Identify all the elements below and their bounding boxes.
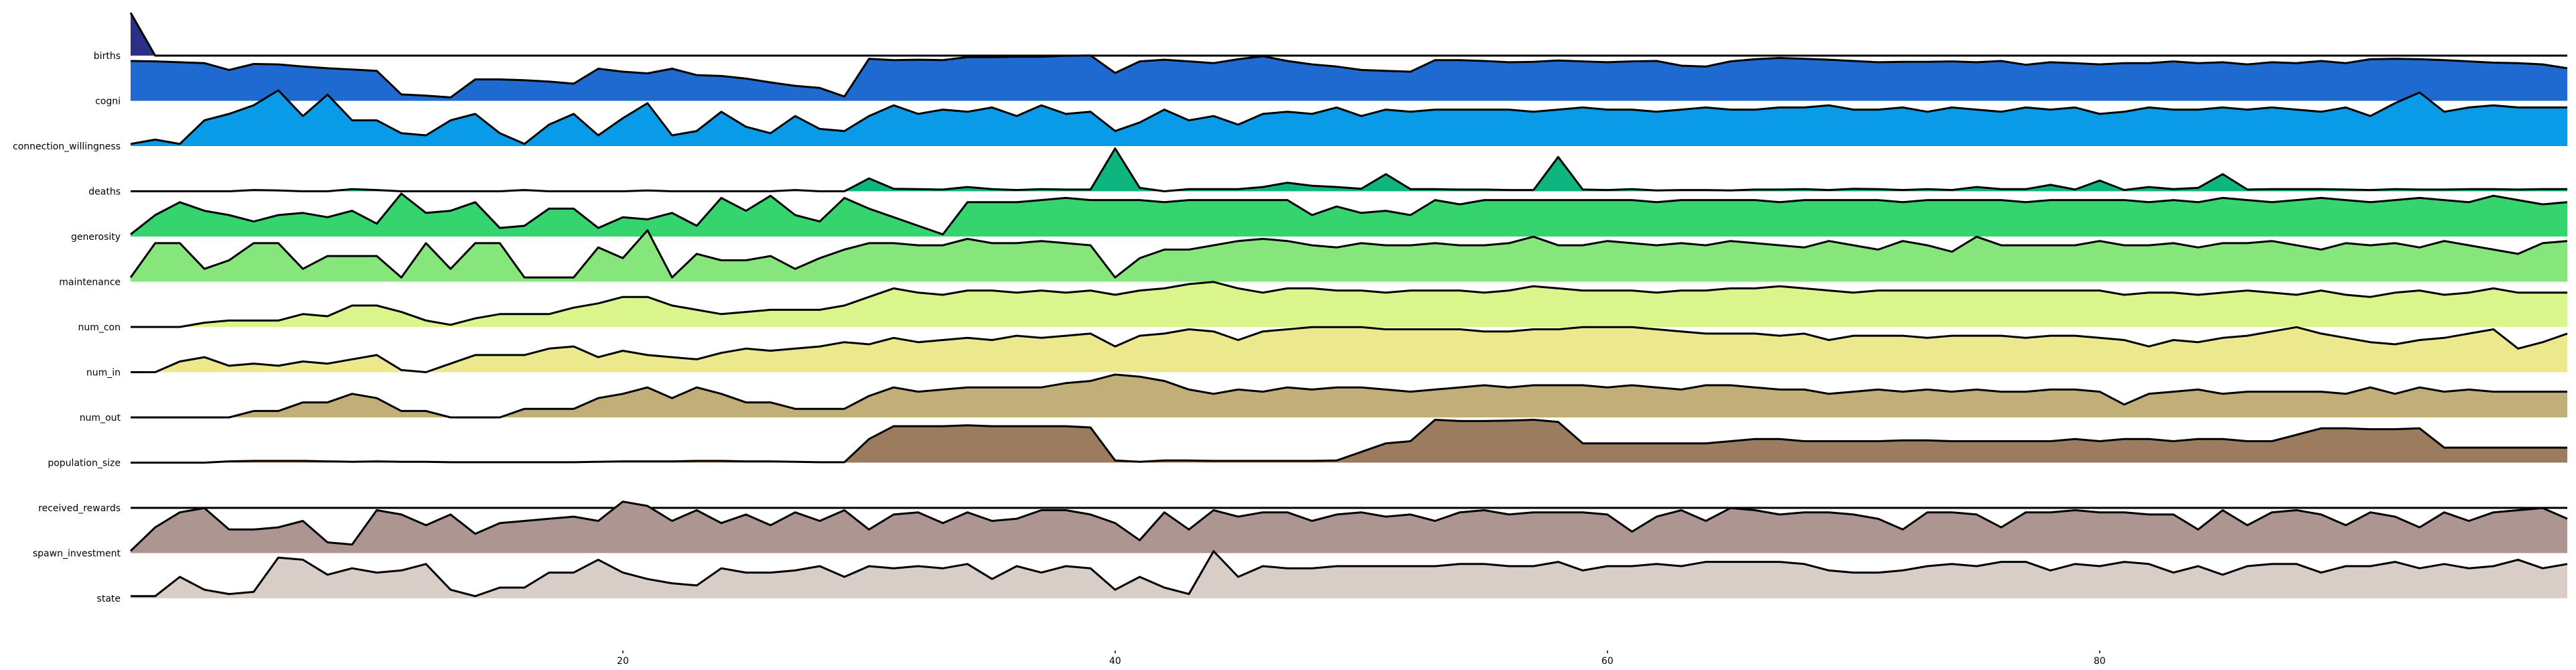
row-label-maintenance: maintenance <box>59 277 121 288</box>
ridge-line-num_out <box>131 373 2567 419</box>
ridge-area-maintenance <box>131 230 2567 282</box>
ridge-cogni: cogni <box>95 54 2568 107</box>
row-label-state: state <box>97 594 121 604</box>
ridge-area-cogni <box>131 55 2567 101</box>
x-tick-label-80: 80 <box>2094 656 2106 667</box>
ridge-generosity: generosity <box>71 192 2568 243</box>
ridge-line-connection_willingness <box>130 89 2567 145</box>
ridge-deaths: deaths <box>88 147 2567 198</box>
ridge-line-population_size <box>131 419 2567 464</box>
ridge-area-connection_willingness <box>131 90 2567 146</box>
row-label-spawn_investment: spawn_investment <box>33 549 121 559</box>
ridge-area-state <box>131 551 2567 598</box>
ridge-area-spawn_investment <box>131 501 2567 553</box>
x-tick-label-60: 60 <box>1601 656 1614 667</box>
ridge-spawn_investment: spawn_investment <box>33 500 2568 559</box>
ridge-line-state <box>131 550 2568 598</box>
ridge-state: state <box>97 550 2568 604</box>
ridge-births: births <box>94 12 2567 62</box>
ridge-population_size: population_size <box>48 419 2567 469</box>
ridge-maintenance: maintenance <box>59 229 2568 288</box>
ridge-num_in: num_in <box>86 326 2568 379</box>
ridge-line-generosity <box>130 192 2568 236</box>
ridge-num_out: num_out <box>80 373 2567 423</box>
row-label-num_out: num_out <box>80 413 121 423</box>
row-label-deaths: deaths <box>88 187 121 198</box>
ridge-line-maintenance <box>129 229 2568 279</box>
ridge-num_con: num_con <box>78 281 2567 333</box>
ridge-line-deaths <box>131 147 2567 192</box>
row-label-num_con: num_con <box>78 322 121 333</box>
ridge-area-num_con <box>131 281 2567 327</box>
x-tick-label-40: 40 <box>1109 656 1121 667</box>
row-label-births: births <box>94 51 121 62</box>
ridge-area-num_out <box>131 375 2567 417</box>
ridge-line-spawn_investment <box>129 500 2568 552</box>
ridge-received_rewards: received_rewards <box>38 503 2567 514</box>
ridge-line-cogni <box>130 54 2568 98</box>
row-label-population_size: population_size <box>48 458 121 469</box>
row-label-generosity: generosity <box>71 232 121 243</box>
row-label-num_in: num_in <box>86 368 121 379</box>
ridge-area-num_in <box>131 327 2567 373</box>
row-label-connection_willingness: connection_willingness <box>13 141 121 152</box>
ridge-connection_willingness: connection_willingness <box>13 89 2567 152</box>
ridge-area-births <box>131 13 2567 56</box>
ridge-area-population_size <box>131 419 2567 463</box>
row-label-cogni: cogni <box>95 96 121 107</box>
ridge-area-generosity <box>131 194 2567 237</box>
ridge-line-num_in <box>131 326 2568 373</box>
ridge-line-num_con <box>131 281 2567 328</box>
ridge-line-births <box>129 12 2567 57</box>
row-label-received_rewards: received_rewards <box>38 503 121 514</box>
x-tick-label-20: 20 <box>617 656 629 667</box>
